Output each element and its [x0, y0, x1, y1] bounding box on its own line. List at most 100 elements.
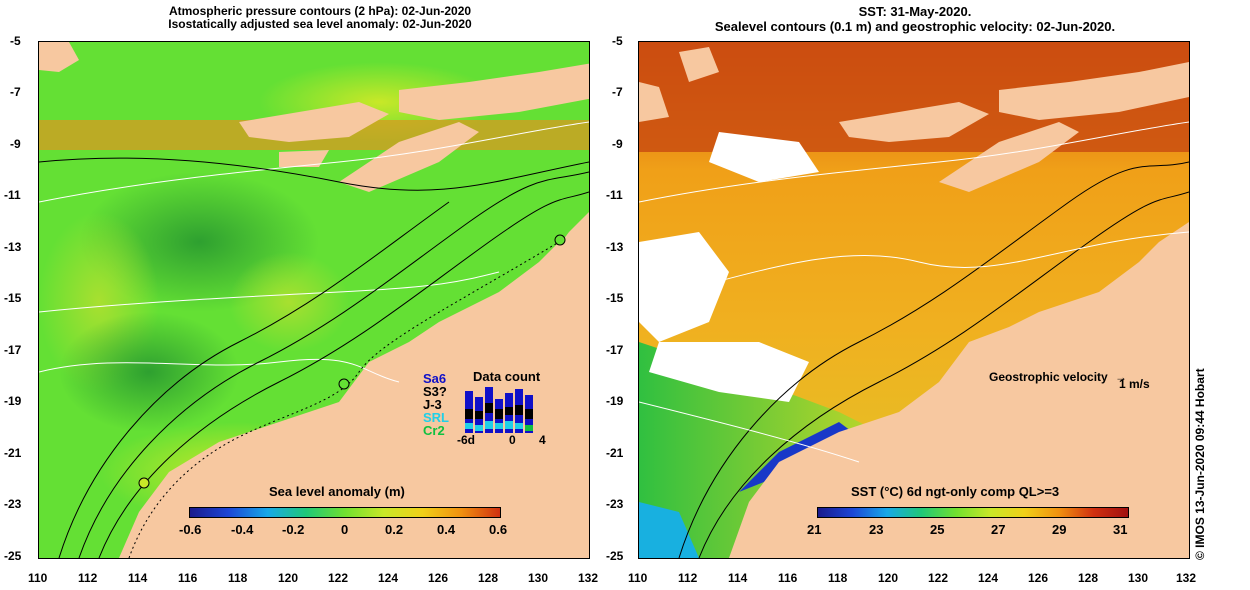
- left-y-tick: -21: [4, 446, 22, 460]
- land-timor: [339, 122, 479, 192]
- sst-colorbar-ticks: 21 23 25 27 29 31: [639, 522, 1189, 538]
- credit-label: © IMOS 13-Jun-2020 09:44 Hobart: [1193, 368, 1207, 560]
- left-y-tick: -7: [10, 85, 21, 99]
- land-lesser-sunda-2: [999, 62, 1189, 120]
- left-x-tick: 110: [28, 571, 48, 585]
- left-title: Atmospheric pressure contours (2 hPa): 0…: [60, 5, 580, 31]
- right-x-tick: 124: [978, 571, 999, 585]
- right-x-tick: 132: [1176, 571, 1197, 585]
- left-y-tick: -11: [4, 188, 21, 202]
- land-kimberley: [499, 212, 589, 292]
- left-y-tick: -13: [4, 240, 22, 254]
- left-title-line1: Atmospheric pressure contours (2 hPa): 0…: [168, 4, 472, 18]
- velocity-legend-label: Geostrophic velocity: [989, 370, 1108, 384]
- sla-colorbar-tick: 0.4: [437, 522, 456, 537]
- left-y-tick: -17: [4, 343, 22, 357]
- right-x-tick: 116: [778, 571, 798, 585]
- right-y-tick: -13: [606, 240, 624, 254]
- sla-colorbar-tick: -0.4: [231, 522, 254, 537]
- satellite-label: S3?: [423, 384, 447, 399]
- cloud-mask-3: [709, 132, 819, 182]
- left-y-tick: -15: [4, 291, 22, 305]
- sst-map-canvas: [639, 42, 1189, 558]
- land-lesser-sunda-2: [399, 63, 589, 120]
- land-lesser-sunda-1: [239, 102, 389, 142]
- sla-colorbar-tick: -0.2: [282, 522, 305, 537]
- bathymetry-contour-1: [98, 191, 589, 558]
- land-lesser-sunda-1: [839, 102, 989, 142]
- data-count-axis-start: -6d: [457, 433, 475, 447]
- tide-gauge-darwin[interactable]: [554, 234, 566, 246]
- right-y-tick: -17: [606, 343, 624, 357]
- sla-colorbar-label: Sea level anomaly (m): [269, 484, 405, 499]
- sla-colorbar-tick: 0.2: [385, 522, 404, 537]
- pressure-contour-1: [39, 121, 589, 203]
- sealevel-contour-2: [639, 231, 1189, 303]
- bathymetry-contour-3: [58, 201, 450, 558]
- sst-colorbar-tick: 31: [1113, 522, 1128, 537]
- right-x-tick: 128: [1078, 571, 1099, 585]
- land-java: [39, 42, 79, 72]
- right-y-tick: -15: [606, 291, 624, 305]
- right-x-tick: 114: [728, 571, 748, 585]
- bathymetry-contour-4: [39, 157, 589, 191]
- left-y-tick: -9: [10, 137, 21, 151]
- sst-colorbar-tick: 29: [1052, 522, 1067, 537]
- land-sumba: [279, 150, 329, 167]
- left-x-tick: 130: [528, 571, 549, 585]
- left-y-tick: -19: [4, 394, 22, 408]
- land-australia: [119, 222, 589, 558]
- left-x-tick: 122: [328, 571, 349, 585]
- sla-colorbar-ticks: -0.6 -0.4 -0.2 0 0.2 0.4 0.6: [39, 522, 589, 538]
- sla-anomaly-central: [229, 252, 349, 352]
- right-y-tick: -25: [606, 549, 624, 563]
- bathymetry-contour-1: [678, 161, 1189, 558]
- right-x-tick: 110: [628, 571, 648, 585]
- data-count-satellite-list: Sa6 S3? J-3 SRL Cr2: [423, 372, 449, 437]
- sst-colorbar-tick: 25: [930, 522, 945, 537]
- velocity-scale: 1 m/s: [1119, 377, 1150, 391]
- data-count-axis-end: 4: [539, 433, 546, 447]
- left-x-tick: 128: [478, 571, 499, 585]
- left-y-tick: -23: [4, 497, 22, 511]
- left-x-tick: 118: [228, 571, 248, 585]
- data-count-inset: Data count Sa6 S3? J-3 SRL Cr2 -6d 0 4: [419, 369, 549, 449]
- cloud-mask-1: [639, 232, 729, 342]
- sealevel-contour-3: [639, 401, 860, 463]
- sst-colorbar-tick: 23: [869, 522, 884, 537]
- right-title-line1: SST: 31-May-2020.: [858, 4, 972, 19]
- land-timor: [939, 122, 1079, 192]
- left-x-tick: 114: [128, 571, 148, 585]
- tide-gauge-exmouth[interactable]: [138, 477, 150, 489]
- left-y-tick: -5: [10, 34, 21, 48]
- cloud-mask-2: [649, 342, 809, 402]
- right-x-tick: 122: [928, 571, 949, 585]
- data-count-bar-group: [465, 387, 533, 433]
- sst-colorbar-label: SST (°C) 6d ngt-only comp QL>=3: [851, 484, 1060, 499]
- sla-zero-contour: [128, 241, 560, 558]
- right-y-tick: -11: [606, 188, 623, 202]
- right-x-tick: 118: [828, 571, 848, 585]
- land-australia: [729, 222, 1189, 558]
- right-title-line2: Sealevel contours (0.1 m) and geostrophi…: [714, 19, 1116, 34]
- right-y-tick: -5: [612, 34, 623, 48]
- sst-colorbar-tick: 21: [807, 522, 822, 537]
- satellite-label: J-3: [423, 397, 442, 412]
- velocity-legend: Geostrophic velocity →: [989, 370, 1127, 384]
- tide-gauge-broome[interactable]: [338, 378, 350, 390]
- right-y-tick: -21: [606, 446, 624, 460]
- right-y-tick: -19: [606, 394, 624, 408]
- satellite-label: Cr2: [423, 423, 445, 438]
- right-y-tick: -23: [606, 497, 624, 511]
- sla-colorbar-tick: 0: [341, 522, 349, 537]
- land-island-north: [679, 47, 719, 82]
- right-title: SST: 31-May-2020. Sealevel contours (0.1…: [640, 4, 1190, 34]
- satellite-label: SRL: [423, 410, 449, 425]
- sla-colorbar: [189, 507, 501, 518]
- sla-map-canvas: [39, 42, 589, 558]
- left-x-tick: 126: [428, 571, 449, 585]
- left-y-tick: -25: [4, 549, 22, 563]
- right-x-tick: 130: [1128, 571, 1149, 585]
- velocity-arrow-icon: →: [1115, 370, 1128, 384]
- left-x-tick: 124: [378, 571, 399, 585]
